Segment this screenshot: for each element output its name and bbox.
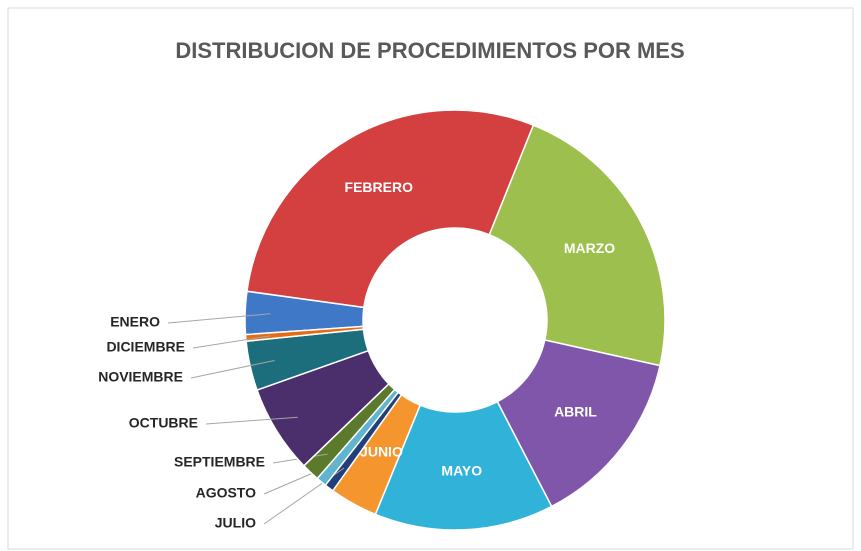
donut-slice xyxy=(244,325,365,343)
leader-line xyxy=(205,416,298,425)
slice-label: MAYO xyxy=(441,463,482,479)
donut-slice xyxy=(246,109,535,309)
slice-label: NOVIEMBRE xyxy=(98,369,183,385)
slice-label: OCTUBRE xyxy=(129,415,198,431)
donut-slice xyxy=(374,400,553,531)
slice-label: DICIEMBRE xyxy=(106,339,185,355)
slice-label: FEBRERO xyxy=(345,179,414,195)
slice-label: ENERO xyxy=(110,314,160,330)
donut-slice xyxy=(496,339,661,508)
donut-slice xyxy=(488,124,666,367)
slice-label: MARZO xyxy=(564,240,615,256)
leader-line xyxy=(190,359,275,379)
slice-label: JULIO xyxy=(215,515,256,531)
slice-label: AGOSTO xyxy=(196,485,257,501)
slice-label: ABRIL xyxy=(554,403,597,419)
chart-title: DISTRIBUCION DE PROCEDIMIENTOS POR MES xyxy=(175,38,684,63)
leader-line xyxy=(192,335,271,349)
leader-line xyxy=(167,313,271,324)
slice-label: SEPTIEMBRE xyxy=(174,454,265,470)
slice-label: JUNIO xyxy=(360,444,403,460)
